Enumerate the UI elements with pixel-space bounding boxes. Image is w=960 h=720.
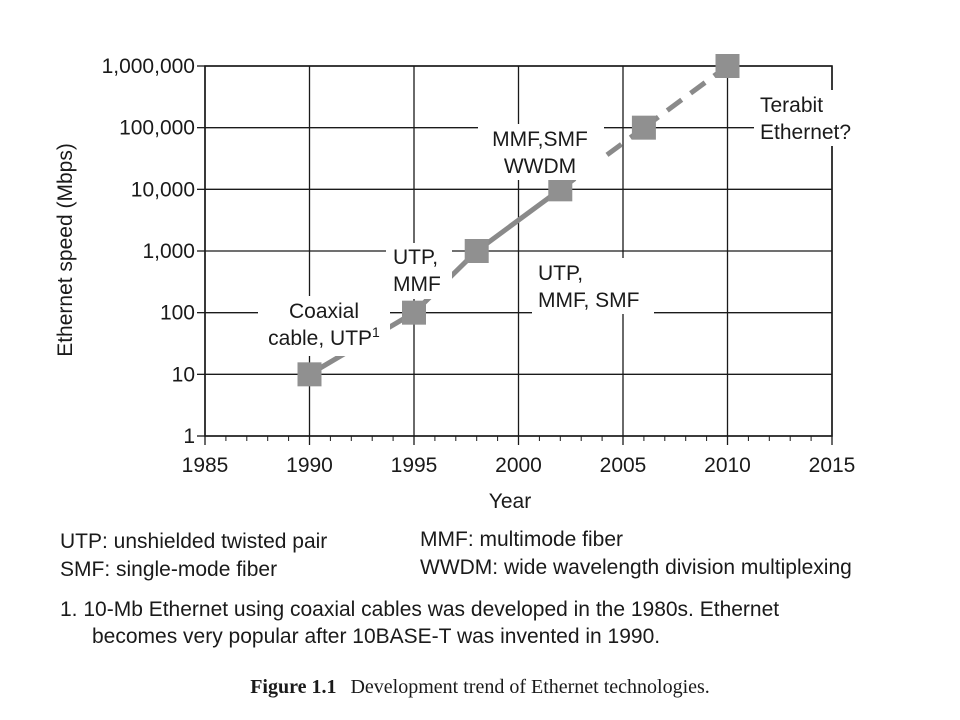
- data-point-marker: [297, 362, 322, 387]
- y-tick-label: 10: [172, 363, 195, 386]
- caption-label: Figure 1.1: [250, 676, 337, 698]
- footnote-line-2: becomes very popular after 10BASE-T was …: [92, 625, 661, 648]
- annotation-utp-mmf-smf: UTP, MMF, SMF: [538, 262, 639, 312]
- legend-utp: UTP: unshielded twisted pair: [60, 530, 328, 553]
- plot-frame: [204, 65, 833, 437]
- data-point-marker: [548, 177, 573, 202]
- x-tick-label: 2015: [809, 454, 856, 477]
- annotation-background: [478, 124, 604, 180]
- series-segment-dashed: [642, 63, 729, 130]
- x-tick-label: 1990: [286, 454, 333, 477]
- y-tick-label: 100: [160, 302, 195, 325]
- x-tick-label: 1995: [391, 454, 438, 477]
- annotation-line: MMF,SMF: [492, 128, 588, 151]
- annotation-background: [532, 258, 654, 314]
- annotation-line: cable, UTP: [268, 327, 372, 350]
- annotation-line: Terabit: [760, 94, 823, 117]
- annotation-line: MMF: [393, 273, 441, 296]
- y-tick-label: 10,000: [131, 178, 195, 201]
- annotation-line: UTP,: [393, 246, 438, 269]
- annotation-line: Coaxial: [289, 300, 359, 323]
- y-tick-label: 1,000: [142, 240, 195, 263]
- annotation-line: Ethernet?: [760, 121, 851, 144]
- annotation-background: [386, 243, 452, 299]
- data-point-marker: [402, 300, 426, 325]
- figure-caption: Figure 1.1 Development trend of Ethernet …: [0, 676, 960, 699]
- annotation-background: [754, 90, 866, 146]
- y-tick-label: 1,000,000: [102, 55, 195, 78]
- x-tick-label: 2010: [704, 454, 751, 477]
- data-point-marker: [631, 115, 656, 140]
- x-tick-label: 1985: [182, 454, 229, 477]
- y-axis-label: Ethernet speed (Mbps): [54, 143, 77, 357]
- y-tick-label: 1: [183, 425, 195, 448]
- annotation-line: MMF, SMF: [538, 289, 639, 312]
- annotation-utp-mmf: UTP, MMF: [393, 246, 441, 296]
- legend-mmf: MMF: multimode fiber: [420, 528, 624, 551]
- series-segment: [475, 187, 562, 254]
- x-tick-label: 2000: [495, 454, 542, 477]
- annotation-coax: Coaxial cable, UTP1: [268, 300, 380, 350]
- annotations: Coaxial cable, UTP1 UTP, MMF UTP, MMF, SMF MMF…: [258, 90, 866, 356]
- legend-smf: SMF: single-mode fiber: [60, 558, 278, 581]
- data-point-marker: [464, 239, 489, 263]
- caption-text: Development trend of Ethernet technologi…: [350, 676, 710, 698]
- axes: 1985 1990 1995 2000 2005 2010 2015 1 10 100 1,000 1…: [102, 55, 856, 477]
- footnote-line-1: 1. 10-Mb Ethernet using coaxial cables w…: [60, 598, 780, 621]
- y-tick-label: 100,000: [119, 117, 195, 140]
- annotation-line: WWDM: [504, 155, 576, 178]
- legend-wwdm: WWDM: wide wavelength division multiplex…: [420, 556, 852, 579]
- x-tick-label: 2005: [600, 454, 647, 477]
- annotation-line: UTP,: [538, 262, 583, 285]
- x-axis-label: Year: [489, 490, 531, 513]
- ethernet-speed-chart: 1985 1990 1995 2000 2005 2010 2015 1 10 100 1,000 1…: [54, 54, 866, 513]
- data-point-marker: [715, 54, 740, 78]
- annotation-background: [258, 296, 390, 356]
- annotation-terabit: Terabit Ethernet?: [760, 94, 851, 144]
- footnote-marker: 1: [372, 324, 380, 340]
- annotation-mmf-smf-wwdm: MMF,SMF WWDM: [492, 128, 588, 178]
